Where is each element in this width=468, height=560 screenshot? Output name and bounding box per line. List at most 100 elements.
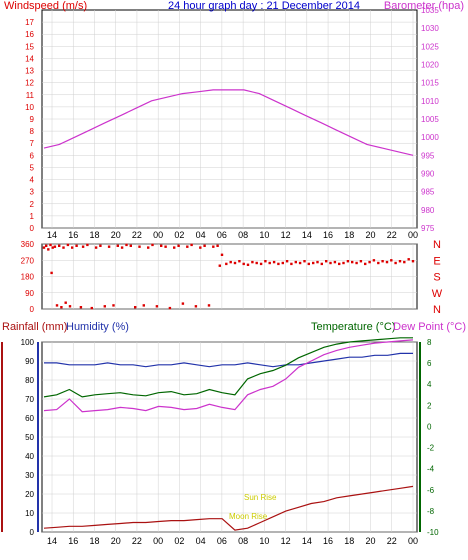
rain-temp-series bbox=[43, 337, 414, 531]
wind-direction-point bbox=[58, 244, 61, 247]
wind-direction-point bbox=[218, 264, 221, 267]
humidity-axis-label: Humidity (%) bbox=[66, 321, 129, 333]
wind-direction-point bbox=[233, 261, 237, 265]
direction-tick-label: 0 bbox=[30, 305, 35, 314]
bottom-x-tick-label: 08 bbox=[238, 536, 248, 546]
temperature-tick-label: 4 bbox=[427, 380, 432, 389]
wind-direction-point bbox=[168, 306, 172, 310]
bottom-x-tick-label: 18 bbox=[344, 536, 354, 546]
wind-x-tick-label: 02 bbox=[174, 230, 184, 240]
temperature-tick-label: 6 bbox=[427, 359, 432, 368]
wind-direction-point bbox=[68, 305, 72, 308]
windspeed-tick-label: 5 bbox=[30, 163, 35, 172]
wind-x-tick-label: 14 bbox=[47, 230, 57, 240]
barometer-axis-label: Barometer (hpa) bbox=[384, 0, 464, 12]
series-line-rainfall bbox=[43, 485, 414, 531]
windspeed-tick-label: 6 bbox=[30, 151, 35, 160]
wind-direction-point bbox=[407, 258, 410, 261]
wind-direction-point bbox=[75, 244, 78, 247]
wind-x-tick-label: 16 bbox=[323, 230, 333, 240]
temperature-axis-ticks: -10 -8 -6 -4 -2 0 2 4 6 8 bbox=[427, 338, 439, 537]
series-line-humidity bbox=[44, 352, 413, 368]
wind-direction-point bbox=[71, 246, 74, 249]
wind-direction-grid bbox=[42, 243, 417, 310]
wind-x-tick-label: 22 bbox=[387, 230, 397, 240]
bottom-x-tick-label: 04 bbox=[196, 536, 206, 546]
wind-direction-point bbox=[281, 261, 284, 265]
wind-direction-point bbox=[268, 261, 271, 265]
bottom-x-tick-label: 22 bbox=[387, 536, 397, 546]
direction-tick-label: 360 bbox=[21, 240, 35, 249]
bottom-x-tick-label: 14 bbox=[47, 536, 57, 546]
wind-x-tick-label: 00 bbox=[153, 230, 163, 240]
windspeed-tick-label: 4 bbox=[30, 176, 35, 185]
wind-direction-point bbox=[177, 244, 180, 247]
compass-label: W bbox=[432, 288, 443, 300]
wind-direction-point bbox=[242, 262, 245, 266]
wind-direction-point bbox=[285, 260, 289, 263]
rainfall-humidity-tick-label: 50 bbox=[25, 433, 34, 442]
compass-label: E bbox=[433, 255, 440, 267]
wind-direction-point bbox=[160, 244, 163, 247]
wind-direction-point bbox=[45, 244, 48, 247]
rainfall-humidity-tick-label: 80 bbox=[25, 376, 34, 385]
temperature-axis-label: Temperature (°C) bbox=[311, 321, 395, 333]
compass-label: S bbox=[433, 272, 440, 284]
series-line-barometer bbox=[43, 89, 414, 156]
wind-direction-point bbox=[277, 262, 280, 266]
barometer-tick-label: 1025 bbox=[421, 42, 439, 51]
temperature-tick-label: 2 bbox=[427, 401, 432, 410]
wind-direction-point bbox=[225, 262, 228, 266]
rainfall-humidity-tick-label: 60 bbox=[25, 414, 34, 423]
windspeed-axis-label: Windspeed (m/s) bbox=[4, 0, 87, 12]
barometer-tick-label: 980 bbox=[421, 206, 435, 215]
wind-x-axis-ticks: 14 16 18 20 22 00 02 04 06 08 10 12 14 16 18 20 22 00 bbox=[47, 230, 418, 240]
wind-direction-point bbox=[49, 243, 52, 247]
wind-direction-point bbox=[390, 259, 393, 262]
compass-label: N bbox=[433, 239, 441, 251]
bottom-x-tick-label: 18 bbox=[89, 536, 99, 546]
temperature-tick-label: -10 bbox=[427, 528, 439, 537]
windspeed-tick-label: 0 bbox=[30, 224, 35, 233]
barometer-tick-label: 1005 bbox=[421, 115, 439, 124]
wind-direction-point bbox=[47, 248, 50, 251]
rainfall-humidity-tick-label: 70 bbox=[25, 395, 34, 404]
wind-direction-point bbox=[116, 244, 119, 247]
wind-direction-point bbox=[359, 260, 363, 263]
windspeed-tick-label: 11 bbox=[26, 91, 35, 100]
wind-direction-point bbox=[190, 243, 193, 247]
rainfall-humidity-tick-label: 10 bbox=[25, 509, 34, 518]
barometer-tick-label: 1000 bbox=[421, 133, 439, 142]
wind-direction-point bbox=[290, 262, 293, 266]
wind-direction-point bbox=[138, 245, 141, 248]
wind-x-tick-label: 18 bbox=[344, 230, 354, 240]
temperature-tick-label: -8 bbox=[427, 507, 435, 516]
wind-direction-point bbox=[255, 261, 258, 265]
wind-direction-point bbox=[372, 259, 376, 262]
wind-direction-point bbox=[216, 244, 219, 247]
windspeed-tick-label: 8 bbox=[30, 127, 35, 136]
wind-direction-point bbox=[164, 245, 167, 248]
wind-direction-point bbox=[199, 246, 202, 249]
bottom-x-tick-label: 00 bbox=[153, 536, 163, 546]
wind-direction-point bbox=[194, 305, 198, 308]
barometer-tick-label: 985 bbox=[421, 188, 435, 197]
wind-direction-point bbox=[125, 243, 128, 247]
windspeed-tick-label: 10 bbox=[25, 103, 34, 112]
compass-label: N bbox=[433, 304, 441, 316]
bottom-x-tick-label: 16 bbox=[323, 536, 333, 546]
wind-direction-point bbox=[112, 304, 115, 307]
wind-direction-point bbox=[173, 246, 176, 249]
wind-direction-point bbox=[338, 262, 341, 266]
wind-direction-point bbox=[134, 306, 137, 309]
barometer-tick-label: 975 bbox=[421, 224, 435, 233]
temperature-tick-label: 8 bbox=[427, 338, 432, 347]
wind-direction-point bbox=[90, 306, 93, 310]
wind-direction-point bbox=[181, 302, 185, 305]
wind-direction-point bbox=[129, 244, 132, 247]
wind-direction-point bbox=[103, 305, 106, 308]
wind-direction-axis-ticks: 0 90 180 270 360 bbox=[21, 240, 35, 314]
wind-x-tick-label: 20 bbox=[366, 230, 376, 240]
